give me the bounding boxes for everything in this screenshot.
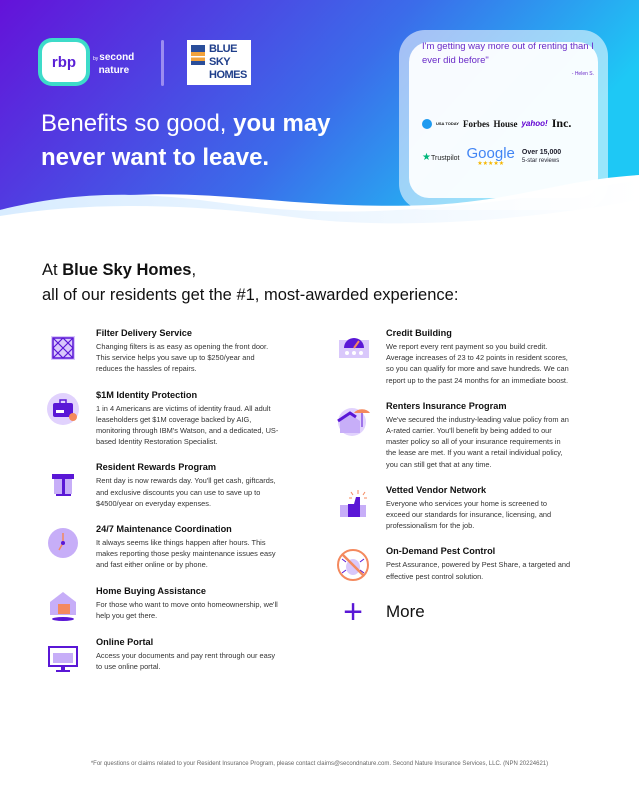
thumbs-up-icon <box>336 487 370 521</box>
benefit-text: 24/7 Maintenance Coordination It always s… <box>96 523 281 571</box>
benefit-description: Changing filters is as easy as opening t… <box>96 342 269 374</box>
benefit-description: Rent day is now rewards day. You'll get … <box>96 476 276 508</box>
logo-divider <box>161 40 164 86</box>
google-badge: Google ★★★★★ <box>467 146 515 168</box>
plus-icon: + <box>343 593 363 632</box>
trustpilot-label: Trustpilot <box>430 154 460 162</box>
section-title: At Blue Sky Homes, all of our residents g… <box>42 258 458 308</box>
company-name: Blue Sky Homes <box>62 261 192 279</box>
benefit-text: On-Demand Pest Control Pest Assurance, po… <box>386 545 571 582</box>
press-usa-today: USA TODAY <box>436 121 459 126</box>
benefit-item: Credit Building We report every rent paym… <box>336 327 571 386</box>
benefit-text: Home Buying Assistance For those who want… <box>96 585 281 622</box>
benefit-item: 24/7 Maintenance Coordination It always s… <box>46 523 281 571</box>
benefit-description: For those who want to move onto homeowne… <box>96 599 278 620</box>
footer-disclaimer: *For questions or claims related to your… <box>90 761 549 767</box>
house-calendar-icon <box>46 588 80 622</box>
review-badges: ★Trustpilot Google ★★★★★ Over 15,000 5-sta… <box>422 146 594 168</box>
credit-gauge-icon <box>336 330 370 364</box>
intro-line2: all of our residents get the #1, most-aw… <box>42 286 459 304</box>
id-badge-icon <box>46 392 80 426</box>
testimonial-card <box>399 30 608 210</box>
air-filter-icon <box>46 330 80 364</box>
benefit-item: Renters Insurance Program We've secured t… <box>336 400 571 470</box>
clock-icon <box>46 526 80 560</box>
press-yahoo: yahoo! <box>521 119 548 128</box>
headline: Benefits so good, you may never want to l… <box>41 107 331 175</box>
intro-prefix: At <box>42 261 63 279</box>
testimonial-quote: I'm getting way more out of renting than… <box>422 41 594 66</box>
more-label: More <box>386 602 425 622</box>
more-link[interactable]: + More <box>336 593 571 632</box>
benefit-title: $1M Identity Protection <box>96 389 198 400</box>
press-logos: USA TODAY Forbes House yahoo! Inc. <box>422 116 594 131</box>
benefit-description: 1 in 4 Americans are victims of identity… <box>96 403 279 447</box>
star-icon: ★ <box>422 151 431 163</box>
benefit-text: Resident Rewards Program Rent day is now … <box>96 461 281 509</box>
sky-logo-icon <box>191 45 205 65</box>
headline-light: Benefits so good, <box>41 110 234 137</box>
benefit-item: Online Portal Access your documents and p… <box>46 636 281 673</box>
reviews-label: 5-star reviews <box>521 158 560 164</box>
logo-second: second <box>99 52 135 63</box>
headline-bold: you may <box>233 110 331 137</box>
benefit-title: Renters Insurance Program <box>386 400 507 411</box>
trustpilot-badge: ★Trustpilot <box>422 152 460 163</box>
benefit-title: Vetted Vendor Network <box>386 484 487 495</box>
benefit-item: Vetted Vendor Network Everyone who servic… <box>336 484 571 532</box>
benefit-text: Online Portal Access your documents and p… <box>96 636 281 673</box>
logo-by: by <box>93 56 99 62</box>
gift-icon <box>46 464 80 498</box>
benefit-text: Credit Building We report every rent paym… <box>386 327 571 386</box>
no-bug-icon <box>336 548 370 582</box>
benefit-item: $1M Identity Protection 1 in 4 Americans … <box>46 389 281 448</box>
benefit-item: Resident Rewards Program Rent day is now … <box>46 461 281 509</box>
benefit-item: Filter Delivery Service Changing filters … <box>46 327 281 375</box>
benefit-item: Home Buying Assistance For those who want… <box>46 585 281 622</box>
rbp-logo: rbp <box>42 42 86 82</box>
benefit-description: We've secured the industry-leading value… <box>386 414 569 469</box>
google-stars: ★★★★★ <box>477 161 505 167</box>
press-inc: Inc. <box>551 116 572 130</box>
logo-line: HOMES <box>209 69 247 81</box>
blue-sky-homes-logo: BLUE SKY HOMES <box>187 40 251 85</box>
umbrella-house-icon <box>336 403 370 437</box>
reviews-count: Over 15,000 5-star reviews <box>522 149 561 165</box>
benefit-title: Home Buying Assistance <box>96 585 206 596</box>
benefit-description: Pest Assurance, powered by Pest Share, a… <box>386 560 571 581</box>
benefit-text: Vetted Vendor Network Everyone who servic… <box>386 484 571 532</box>
benefit-title: On-Demand Pest Control <box>386 546 496 557</box>
press-house: House <box>493 118 518 129</box>
benefit-text: Renters Insurance Program We've secured t… <box>386 400 571 470</box>
benefit-description: Access your documents and pay rent throu… <box>96 650 276 671</box>
benefit-text: $1M Identity Protection 1 in 4 Americans … <box>96 389 281 448</box>
benefit-text: Filter Delivery Service Changing filters … <box>96 327 281 375</box>
benefit-description: It always seems like things happen after… <box>96 538 276 570</box>
logo-line: SKY <box>209 56 231 68</box>
usa-today-icon <box>422 118 432 129</box>
benefit-title: 24/7 Maintenance Coordination <box>96 524 232 535</box>
benefits-list-right: Credit Building We report every rent paym… <box>336 327 571 632</box>
rbp-logo-text: rbp <box>51 53 77 71</box>
benefit-description: Everyone who services your home is scree… <box>386 498 552 531</box>
benefit-title: Resident Rewards Program <box>96 462 216 473</box>
benefit-title: Credit Building <box>386 328 452 338</box>
logo-line: BLUE <box>209 43 237 55</box>
benefit-title: Online Portal <box>96 636 154 647</box>
benefit-item: On-Demand Pest Control Pest Assurance, po… <box>336 545 571 582</box>
press-forbes: Forbes <box>462 118 490 129</box>
benefits-list-left: Filter Delivery Service Changing filters … <box>46 327 281 687</box>
reviews-count-value: Over 15,000 <box>521 149 562 156</box>
testimonial-author: - Helen S. <box>571 71 594 77</box>
monitor-icon <box>46 639 80 673</box>
google-label: Google <box>466 145 515 162</box>
headline-bold: never want to leave. <box>41 144 270 171</box>
benefit-title: Filter Delivery Service <box>96 328 193 338</box>
testimonial: I'm getting way more out of renting than… <box>422 40 594 78</box>
second-nature-logo: bysecond nature <box>93 52 134 76</box>
intro-suffix: , <box>191 261 197 279</box>
logo-nature: nature <box>98 65 130 76</box>
benefit-description: We report every rent payment so you buil… <box>386 342 569 385</box>
